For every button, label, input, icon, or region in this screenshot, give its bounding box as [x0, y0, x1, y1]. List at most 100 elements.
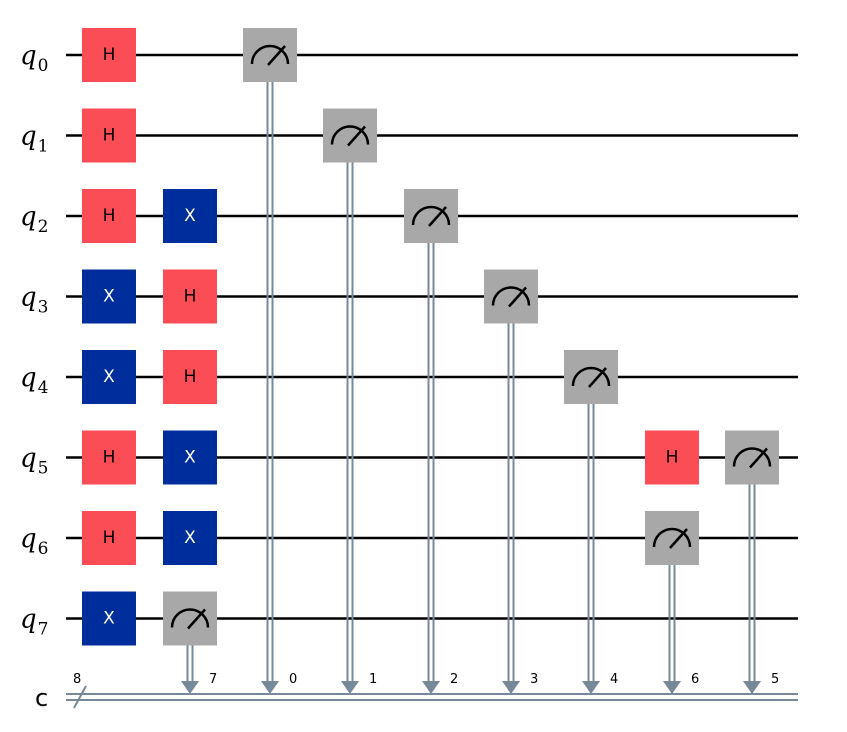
gate-label: H: [184, 287, 197, 307]
measure-arrow-icon: [582, 681, 600, 694]
measure-gate: [323, 108, 377, 163]
meter-arc-icon: [652, 527, 692, 548]
meter-needle-icon: [508, 286, 527, 308]
meter-needle-icon: [588, 367, 607, 388]
h-gate: [163, 350, 217, 404]
measure-gate-box: [484, 269, 538, 324]
h-gate: [82, 511, 136, 565]
classical-bit-index: 3: [530, 672, 538, 687]
measure-gate-box: [645, 511, 699, 565]
gate-label: H: [103, 45, 116, 65]
meter-needle-icon: [669, 528, 688, 549]
measure-gate-box: [404, 189, 458, 243]
meter-needle-icon: [428, 206, 447, 227]
meter-arc-icon: [411, 205, 451, 226]
classical-register-label: c: [35, 684, 48, 712]
qubit-label: q4: [20, 363, 48, 398]
measure-gate: [645, 511, 699, 565]
measure-gate-box: [725, 430, 779, 485]
register-bus-slash: [73, 685, 87, 709]
gate-label: H: [103, 448, 116, 468]
qubit-label: q7: [20, 605, 48, 640]
qubit-prefix: q: [20, 444, 37, 474]
h-gate: [163, 269, 217, 324]
meter-arc-icon: [571, 366, 611, 387]
classical-register-size: 8: [73, 672, 81, 687]
gate-label: X: [184, 448, 196, 468]
qubit-prefix: q: [20, 524, 37, 554]
qubit-prefix: q: [20, 41, 37, 71]
qubit-index: 2: [38, 217, 49, 237]
qubit-label: q2: [20, 202, 48, 237]
qubit-index: 0: [38, 56, 49, 76]
measure-gate-box: [323, 108, 377, 163]
measure-gate-box: [564, 350, 618, 404]
qubit-index: 4: [38, 378, 49, 398]
measure-gate-box: [243, 28, 297, 82]
gate-label: H: [103, 528, 116, 548]
h-gate: [645, 430, 699, 485]
gate-label: X: [103, 287, 115, 307]
classical-bit-index: 7: [209, 672, 217, 687]
qubit-label: q6: [20, 524, 48, 559]
x-gate: [163, 189, 217, 243]
gate-label: X: [184, 528, 196, 548]
h-gate: [82, 189, 136, 243]
measure-arrow-icon: [341, 681, 359, 694]
gate-label: H: [103, 206, 116, 226]
qubit-label: q5: [20, 444, 48, 479]
classical-bit-index: 4: [610, 672, 618, 687]
measure-arrow-icon: [181, 681, 199, 694]
meter-arc-icon: [732, 447, 772, 467]
gate-label: H: [184, 367, 197, 387]
measure-arrow-icon: [261, 681, 279, 694]
measure-gate: [484, 269, 538, 324]
meter-arc-icon: [330, 125, 370, 145]
classical-bit-index: 0: [289, 672, 297, 687]
measure-gate: [163, 591, 217, 646]
gate-label: H: [666, 448, 679, 468]
qubit-prefix: q: [20, 202, 37, 232]
h-gate: [82, 430, 136, 485]
gate-label: X: [103, 367, 115, 387]
qubit-prefix: q: [20, 605, 37, 635]
qubit-label: q3: [20, 283, 48, 318]
classical-bit-index: 5: [771, 672, 779, 687]
qubit-index: 5: [38, 459, 49, 479]
x-gate: [163, 430, 217, 485]
x-gate: [82, 591, 136, 646]
meter-arc-icon: [170, 608, 210, 628]
qubit-index: 6: [38, 539, 49, 559]
classical-bit-index: 1: [369, 672, 377, 687]
meter-needle-icon: [749, 447, 768, 469]
measure-arrow-icon: [663, 681, 681, 694]
qubit-index: 7: [38, 620, 49, 640]
qubit-prefix: q: [20, 283, 37, 313]
qubit-index: 3: [38, 298, 49, 318]
meter-needle-icon: [347, 125, 366, 147]
measure-gate: [725, 430, 779, 485]
measure-arrow-icon: [743, 681, 761, 694]
meter-needle-icon: [267, 45, 286, 66]
x-gate: [82, 350, 136, 404]
classical-bit-index: 6: [691, 672, 699, 687]
meter-arc-icon: [491, 286, 531, 306]
gate-label: X: [184, 206, 196, 226]
measure-gate: [404, 189, 458, 243]
classical-bit-index: 2: [450, 672, 458, 687]
qubit-prefix: q: [20, 122, 37, 152]
measurement-link-layer: [181, 80, 761, 694]
measure-gate: [564, 350, 618, 404]
measure-arrow-icon: [502, 681, 520, 694]
measure-arrow-icon: [422, 681, 440, 694]
gate-label: X: [103, 609, 115, 629]
qubit-index: 1: [38, 137, 49, 157]
h-gate: [82, 108, 136, 163]
x-gate: [163, 511, 217, 565]
x-gate: [82, 269, 136, 324]
qubit-prefix: q: [20, 363, 37, 393]
qubit-label: q0: [20, 41, 48, 76]
classical-register: [66, 685, 798, 709]
